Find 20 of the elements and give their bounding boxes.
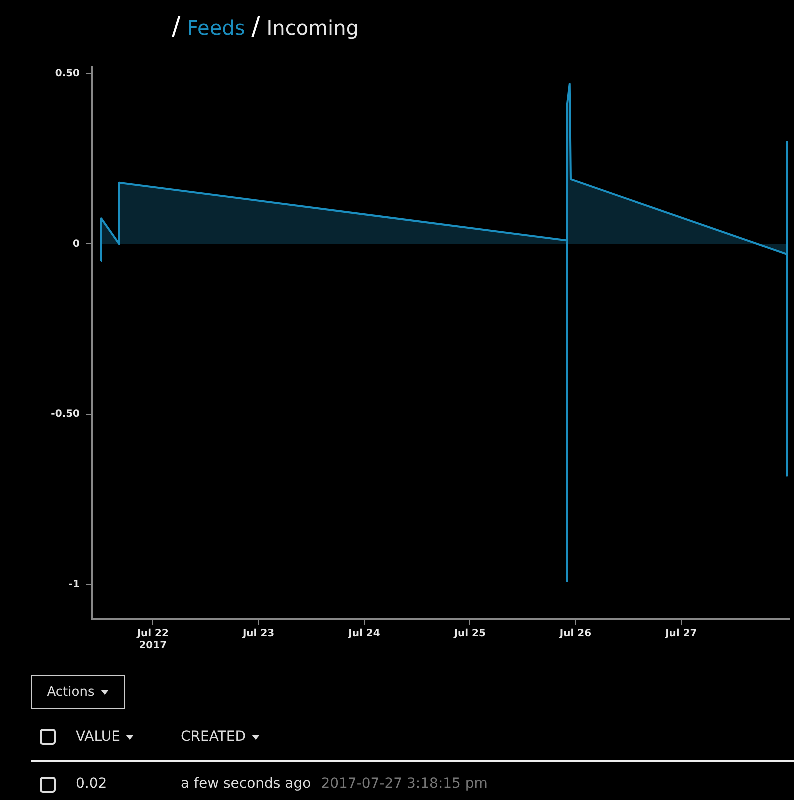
x-tick-label: Jul 27 <box>664 628 698 640</box>
x-tick-label: Jul 26 <box>558 628 592 640</box>
text: CREATED <box>181 729 246 745</box>
text: / <box>172 12 181 42</box>
y-tick-label: -0.50 <box>51 409 80 420</box>
text: / <box>252 12 260 42</box>
y-tick-label: -1 <box>68 580 80 591</box>
text: Feeds <box>187 16 246 40</box>
x-tick-label: Jul 25 <box>453 628 486 640</box>
y-tick-label: 0 <box>73 238 80 250</box>
y-tick-label: 0.50 <box>55 68 80 80</box>
x-tick-label: Jul 22 2017 <box>136 628 169 652</box>
text: VALUE <box>76 729 120 745</box>
x-tick-label: Jul 24 <box>348 628 380 640</box>
text: a few seconds ago <box>181 776 312 792</box>
text: 0.02 <box>76 776 108 792</box>
x-tick-label: Jul 23 <box>242 628 275 640</box>
dropdown-button: Actions <box>31 675 125 709</box>
text: Incoming <box>266 16 359 40</box>
text: 2017-07-27 3:18:15 pm <box>321 776 488 792</box>
